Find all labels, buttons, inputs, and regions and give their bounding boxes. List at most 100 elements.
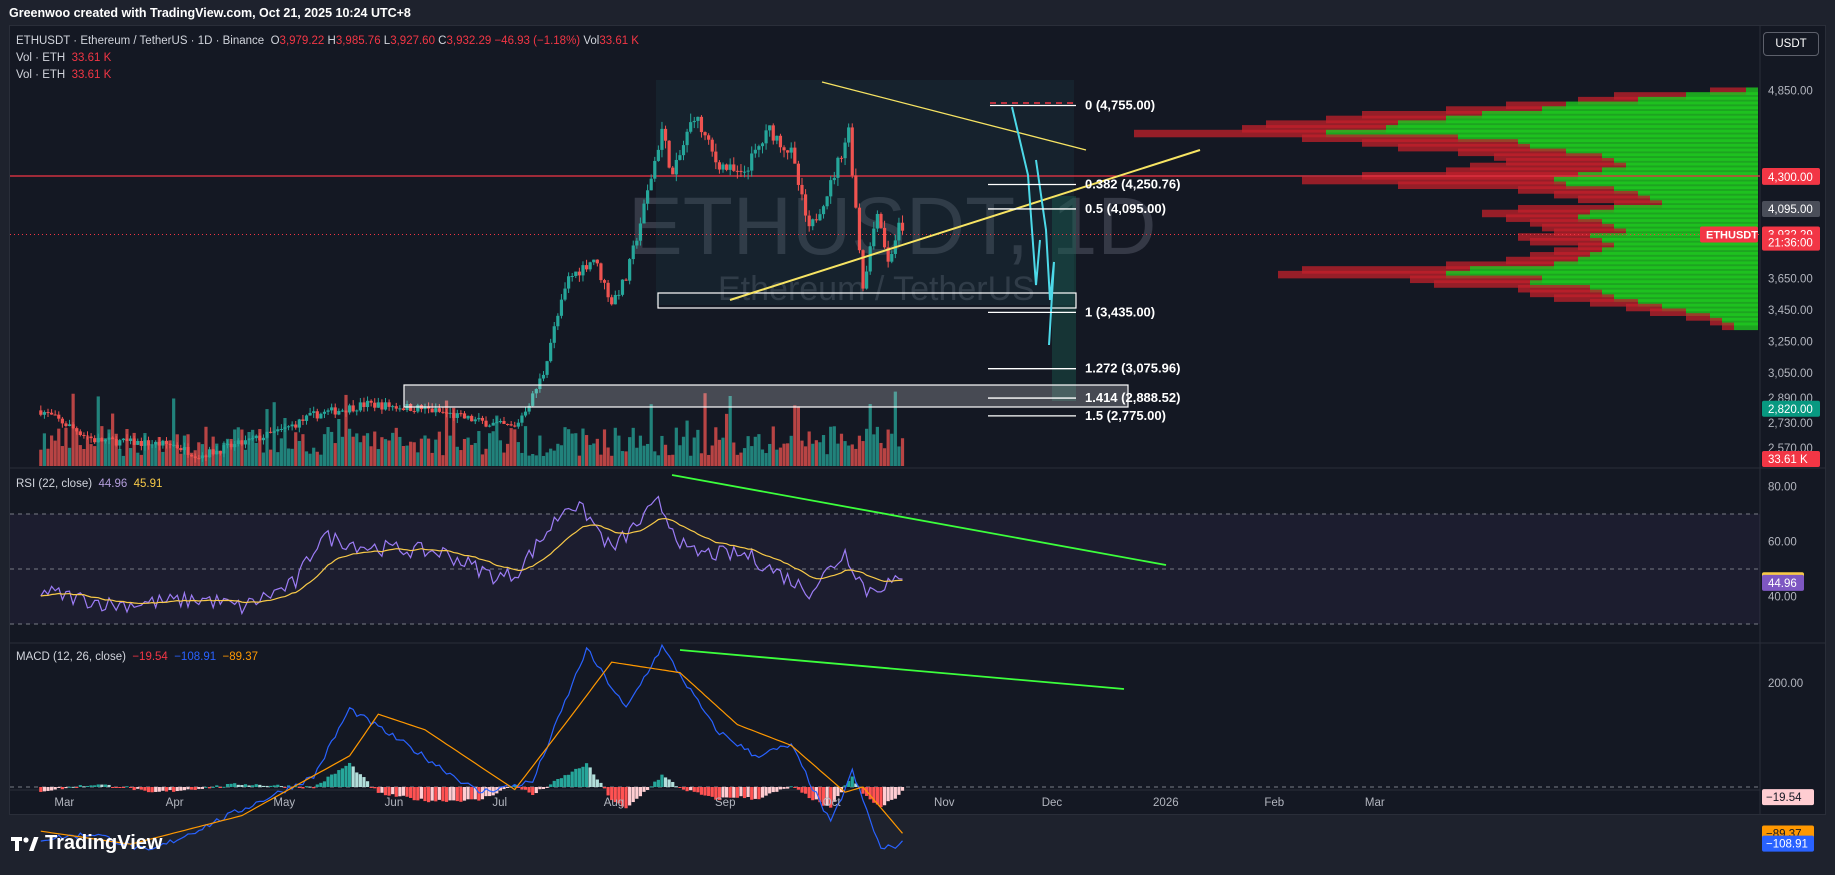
volume-bar [380, 437, 384, 466]
macd-histogram-bar [136, 787, 140, 789]
symbol-name[interactable]: ETHUSDT · Ethereum / TetherUS · 1D · Bin… [16, 35, 265, 47]
macd-histogram-bar [581, 766, 585, 787]
rsi-legend-label: RSI (22, close) [16, 478, 93, 490]
volume-bar [786, 443, 790, 466]
macd-histogram-bar [193, 787, 197, 790]
candle-body [660, 128, 664, 150]
macd-histogram-bar [789, 786, 793, 788]
volume-bar [861, 441, 865, 466]
macd-histogram-bar [351, 766, 355, 787]
volume-bar [893, 391, 897, 466]
macd-histogram-bar [786, 787, 790, 789]
macd-histogram-bar [111, 787, 115, 788]
candle-body [60, 418, 64, 424]
candle-body [322, 411, 327, 414]
macd-histogram-bar [304, 786, 309, 788]
candle-body [857, 207, 862, 251]
volume-bar [653, 451, 657, 466]
volume-profile-bar [1578, 214, 1758, 222]
rsi-tick-label: 40.00 [1768, 592, 1797, 604]
volume-bar [398, 436, 402, 466]
macd-histogram-bar [157, 787, 161, 792]
candle-body [829, 180, 833, 197]
volume-bar [258, 429, 262, 466]
time-tick-label: Jun [385, 797, 404, 809]
volume-bar [728, 395, 732, 466]
volume-bar [394, 427, 398, 466]
macd-histogram-bar [513, 784, 517, 787]
candle-body [624, 279, 628, 281]
macd-histogram-bar [660, 774, 664, 787]
volume-bar [294, 432, 298, 466]
volume-profile-bar [1710, 87, 1746, 95]
volume-profile-bar [1554, 261, 1758, 269]
volume-profile-bar [1590, 233, 1758, 241]
volume-profile-bar [1470, 266, 1758, 274]
macd-legend[interactable]: MACD (12, 26, close) −19.54 −108.91 −89.… [16, 651, 258, 663]
macd-legend-value-1: −19.54 [132, 651, 168, 663]
candle-body [391, 406, 395, 408]
macd-histogram-bar [330, 774, 334, 787]
macd-histogram-bar [832, 787, 836, 802]
candle-body [610, 297, 614, 305]
support-zone [403, 384, 1129, 408]
macd-histogram-bar [416, 787, 420, 801]
volume-bar [516, 442, 520, 466]
volume-bar [290, 448, 294, 466]
volume-bar [75, 428, 79, 466]
macd-histogram-bar [100, 784, 104, 787]
volume-bar [473, 443, 477, 466]
volume-bar [64, 427, 68, 466]
volume-bar [480, 454, 485, 466]
macd-histogram-bar [620, 787, 625, 807]
volume-bar [470, 444, 474, 466]
macd-histogram-bar [150, 787, 154, 793]
volume-bar [782, 443, 786, 466]
volume-bar [247, 431, 251, 466]
candle-body [416, 405, 420, 412]
macd-histogram-bar [261, 785, 266, 787]
macd-histogram-bar [868, 787, 872, 800]
macd-histogram-bar [746, 787, 750, 798]
vol-legend-value: 33.61 K [71, 52, 112, 64]
candle-body [742, 171, 747, 173]
macd-histogram-bar [358, 774, 362, 787]
volume-profile-bar [1506, 214, 1578, 222]
volume-bar [660, 435, 664, 466]
currency-button[interactable]: USDT [1763, 32, 1819, 56]
candle-body [498, 420, 502, 423]
candle-body [836, 157, 840, 178]
macd-histogram-bar [308, 786, 312, 788]
volume-bar [272, 402, 276, 466]
volume-bar [308, 453, 312, 466]
volume-bar [139, 454, 143, 466]
volume-bar [854, 448, 858, 466]
volume-profile-bar [1302, 134, 1458, 142]
candle-body [735, 170, 739, 172]
volume-bar [365, 433, 370, 466]
macd-histogram-bar [505, 787, 510, 788]
volume-bar [656, 455, 660, 466]
candle-body [552, 326, 556, 343]
volume-profile-bar [1446, 106, 1542, 114]
rsi-value-text: 44.96 [1768, 578, 1797, 590]
macd-histogram-bar [775, 787, 779, 792]
macd-histogram-bar [724, 787, 729, 798]
volume-profile-bar [1626, 303, 1662, 312]
vol-legend-1[interactable]: Vol · ETH 33.61 K [16, 52, 111, 64]
vol-label: Vol [583, 35, 600, 47]
vol-legend-2[interactable]: Vol · ETH 33.61 K [16, 69, 111, 81]
price-label-text: 4,300.00 [1768, 172, 1813, 184]
rsi-legend[interactable]: RSI (22, close) 44.96 45.91 [16, 478, 162, 490]
volume-bar [190, 452, 194, 466]
volume-bar [764, 453, 768, 466]
candle-body [308, 412, 312, 416]
candle-body [786, 150, 790, 153]
projection-path [1035, 159, 1055, 346]
macd-histogram-bar [121, 787, 125, 789]
volume-bar [570, 433, 574, 466]
macd-histogram-bar [168, 787, 172, 790]
fib-level-label: 0.5 (4,095.00) [1085, 201, 1166, 216]
macd-histogram-bar [82, 786, 86, 788]
